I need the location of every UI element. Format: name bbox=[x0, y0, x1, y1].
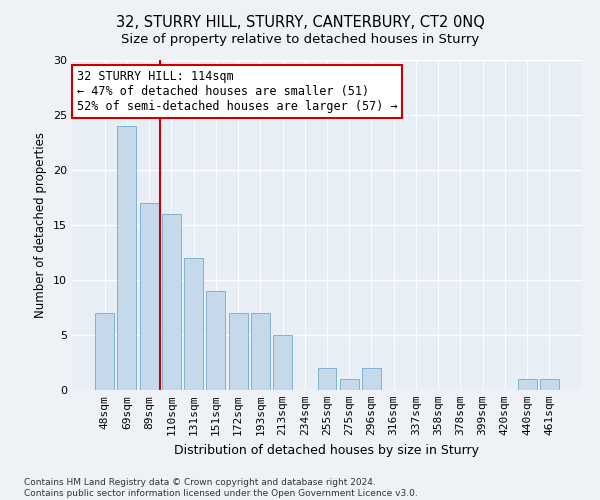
Bar bbox=[340, 379, 359, 390]
Bar bbox=[184, 258, 203, 390]
Bar bbox=[251, 313, 270, 390]
Bar bbox=[362, 368, 381, 390]
Bar bbox=[140, 203, 158, 390]
Bar bbox=[95, 313, 114, 390]
Bar bbox=[118, 126, 136, 390]
Bar bbox=[229, 313, 248, 390]
Text: Contains HM Land Registry data © Crown copyright and database right 2024.
Contai: Contains HM Land Registry data © Crown c… bbox=[24, 478, 418, 498]
X-axis label: Distribution of detached houses by size in Sturry: Distribution of detached houses by size … bbox=[175, 444, 479, 456]
Y-axis label: Number of detached properties: Number of detached properties bbox=[34, 132, 47, 318]
Bar bbox=[273, 335, 292, 390]
Bar bbox=[162, 214, 181, 390]
Text: Size of property relative to detached houses in Sturry: Size of property relative to detached ho… bbox=[121, 32, 479, 46]
Bar bbox=[540, 379, 559, 390]
Bar bbox=[317, 368, 337, 390]
Text: 32, STURRY HILL, STURRY, CANTERBURY, CT2 0NQ: 32, STURRY HILL, STURRY, CANTERBURY, CT2… bbox=[116, 15, 484, 30]
Text: 32 STURRY HILL: 114sqm
← 47% of detached houses are smaller (51)
52% of semi-det: 32 STURRY HILL: 114sqm ← 47% of detached… bbox=[77, 70, 398, 113]
Bar bbox=[206, 291, 225, 390]
Bar bbox=[518, 379, 536, 390]
